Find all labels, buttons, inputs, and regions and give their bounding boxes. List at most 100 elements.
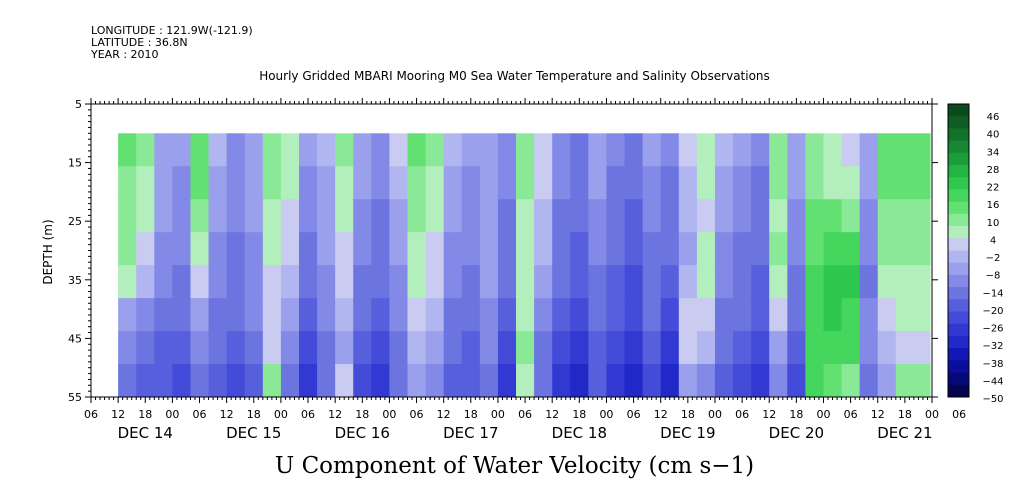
heatmap-cell	[570, 364, 589, 398]
heatmap-cell	[118, 199, 137, 233]
heatmap-cell	[317, 166, 336, 200]
heatmap-cell	[335, 331, 354, 365]
heatmap-cell	[136, 364, 155, 398]
colorbar: 46 40 34 28 22 16 10 4 −2 −8 −14 −20 −26 −32 −38 −44 −50	[947, 103, 1004, 405]
heatmap-cell	[335, 298, 354, 332]
heatmap-cell	[769, 265, 788, 299]
heatmap-cell	[588, 232, 607, 266]
heatmap-cell	[787, 166, 806, 200]
heatmap-cell	[678, 298, 698, 332]
y-tick-label: 45	[68, 332, 82, 345]
x-axis-title: U Component of Water Velocity (cm s−1)	[274, 453, 755, 479]
x-tick-label: 00	[274, 408, 288, 421]
heatmap-cell	[226, 133, 246, 167]
heatmap-cell	[479, 133, 499, 167]
colorbar-label: 22	[987, 183, 1000, 194]
heatmap-cell	[136, 331, 155, 365]
heatmap-cell	[570, 331, 589, 365]
heatmap-cell	[262, 265, 282, 299]
heatmap-cell	[516, 199, 535, 233]
heatmap-cell	[208, 298, 228, 332]
heatmap-cell	[696, 364, 716, 398]
x-tick-label: 06	[952, 408, 966, 421]
heatmap-cell	[751, 265, 770, 299]
heatmap-cell	[714, 364, 734, 398]
heatmap-cell	[190, 133, 210, 167]
heatmap-cell	[317, 364, 336, 398]
heatmap-cell	[371, 364, 390, 398]
colorbar-label: −38	[982, 359, 1003, 370]
heatmap-cell	[280, 166, 300, 200]
heatmap-cell	[606, 364, 626, 398]
x-tick-label: 00	[382, 408, 396, 421]
x-tick-label: 12	[328, 408, 342, 421]
x-tick-label: 18	[355, 408, 369, 421]
heatmap-cell	[461, 331, 481, 365]
heatmap-cell	[407, 331, 427, 365]
heatmap-cell	[733, 265, 752, 299]
heatmap-cell	[497, 331, 517, 365]
heatmap-cell	[136, 265, 155, 299]
heatmap-cell	[172, 364, 191, 398]
heatmap-cell	[823, 166, 843, 200]
heatmap-cell	[823, 331, 843, 365]
x-tick-label: 00	[925, 408, 939, 421]
heatmap-cell	[335, 364, 354, 398]
heatmap-cell	[823, 364, 843, 398]
heatmap-cell	[425, 331, 445, 365]
heatmap-cell	[624, 265, 644, 299]
colorbar-label: −8	[986, 271, 1001, 282]
x-axis: 06 12 18 00 06 12 18 00 06 12 18 00 06 12 18 00 06 12 18 00…	[84, 98, 966, 442]
latitude-label: LATITUDE : 36.8N	[91, 36, 188, 49]
heatmap-cell	[624, 166, 644, 200]
heatmap-cell	[317, 199, 336, 233]
heatmap-cell	[335, 232, 354, 266]
heatmap-cell	[660, 133, 680, 167]
heatmap-cell	[280, 265, 300, 299]
heatmap-cell	[733, 166, 752, 200]
heatmap-cell	[534, 331, 553, 365]
colorbar-swatch	[948, 335, 969, 349]
heatmap-cell	[407, 133, 427, 167]
colorbar-swatch	[948, 262, 969, 276]
x-day-label: DEC 19	[660, 424, 715, 442]
heatmap-cell	[226, 199, 246, 233]
colorbar-label: 16	[987, 200, 1000, 211]
heatmap-cell	[190, 265, 210, 299]
heatmap-cell	[371, 166, 390, 200]
heatmap-cell	[497, 265, 517, 299]
heatmap-cell	[154, 199, 173, 233]
heatmap-cell	[714, 298, 734, 332]
heatmap-cell	[154, 331, 173, 365]
heatmap-cell	[787, 133, 806, 167]
x-tick-label: 00	[165, 408, 179, 421]
heatmap-cell	[461, 364, 481, 398]
heatmap-cell	[280, 133, 300, 167]
heatmap-cell	[407, 298, 427, 332]
heatmap-cell	[769, 133, 788, 167]
heatmap-cell	[696, 265, 716, 299]
heatmap-cell	[172, 298, 191, 332]
heatmap-cell	[208, 166, 228, 200]
heatmap-cell	[805, 232, 824, 266]
heatmap-cell	[787, 331, 806, 365]
heatmap-cell	[534, 298, 553, 332]
heatmap-cell	[443, 166, 463, 200]
heatmap-cell	[624, 331, 644, 365]
heatmap-cell	[877, 331, 897, 365]
colorbar-label: 4	[990, 235, 996, 246]
heatmap-cell	[678, 364, 698, 398]
chart-title: Hourly Gridded MBARI Mooring M0 Sea Wate…	[259, 69, 770, 83]
x-tick-label: 00	[599, 408, 613, 421]
heatmap-cell	[606, 166, 626, 200]
heatmap-cell	[534, 166, 553, 200]
heatmap-cell	[407, 364, 427, 398]
colorbar-swatch	[948, 299, 969, 313]
x-tick-label: 12	[437, 408, 451, 421]
heatmap-cell	[118, 265, 137, 299]
heatmap-cell	[859, 232, 879, 266]
heatmap-cell	[190, 331, 210, 365]
heatmap-cell	[280, 199, 300, 233]
heatmap-cell	[733, 199, 752, 233]
heatmap-cell	[136, 298, 155, 332]
